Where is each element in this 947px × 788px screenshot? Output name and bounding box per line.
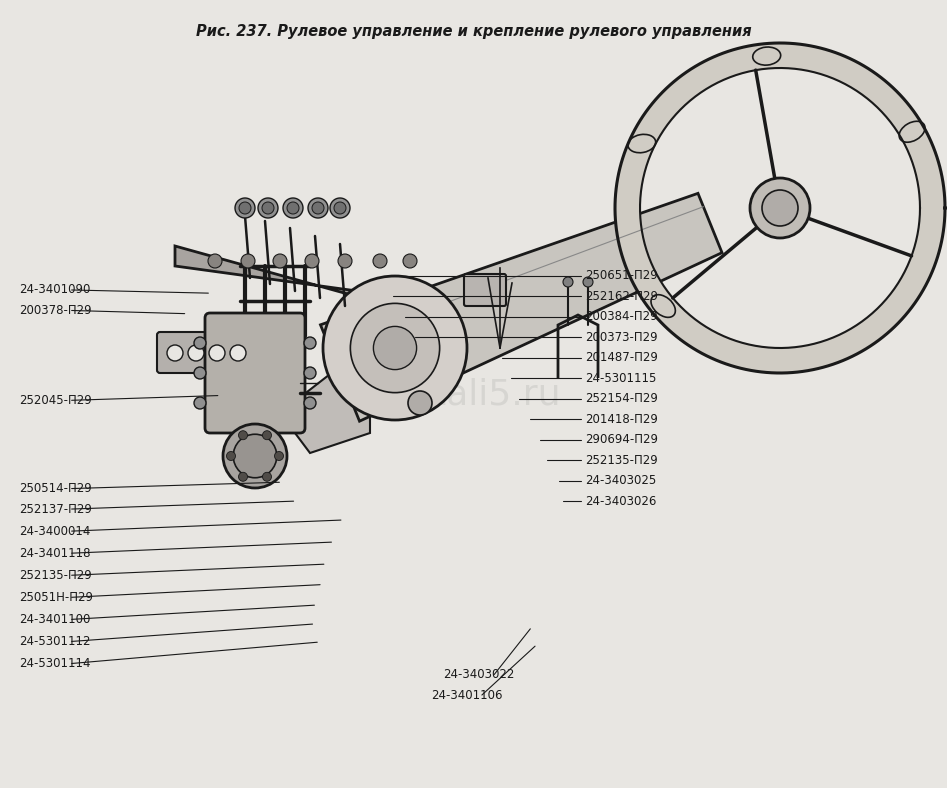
Circle shape (563, 277, 573, 287)
Circle shape (373, 326, 417, 370)
Circle shape (239, 202, 251, 214)
Circle shape (304, 337, 316, 349)
Circle shape (167, 345, 183, 361)
Circle shape (304, 367, 316, 379)
Circle shape (312, 202, 324, 214)
Text: 200378-П29: 200378-П29 (19, 304, 92, 317)
Text: 24-3403026: 24-3403026 (585, 495, 656, 507)
Circle shape (308, 198, 328, 218)
Circle shape (305, 254, 319, 268)
Text: 24-3403022: 24-3403022 (443, 668, 514, 681)
Circle shape (283, 198, 303, 218)
Polygon shape (175, 246, 445, 321)
Polygon shape (280, 343, 370, 453)
Circle shape (258, 198, 278, 218)
Text: 24-5301114: 24-5301114 (19, 657, 91, 670)
Text: 24-3401118: 24-3401118 (19, 547, 91, 559)
Circle shape (235, 198, 255, 218)
Circle shape (350, 303, 439, 392)
Circle shape (262, 472, 272, 481)
Circle shape (209, 345, 225, 361)
Text: 24-3401090: 24-3401090 (19, 284, 90, 296)
Text: 201418-П29: 201418-П29 (585, 413, 658, 426)
Text: 252162-П29: 252162-П29 (585, 290, 658, 303)
Circle shape (233, 434, 277, 478)
Circle shape (583, 277, 593, 287)
Text: 290694-П29: 290694-П29 (585, 433, 658, 446)
Circle shape (750, 178, 810, 238)
Text: 24-3401106: 24-3401106 (431, 689, 503, 701)
FancyBboxPatch shape (205, 313, 305, 433)
Polygon shape (320, 193, 722, 422)
FancyBboxPatch shape (464, 274, 506, 306)
Text: 24-5301112: 24-5301112 (19, 635, 91, 648)
Circle shape (330, 198, 350, 218)
Circle shape (239, 431, 247, 440)
Polygon shape (615, 43, 945, 373)
Circle shape (194, 337, 206, 349)
Text: 250514-П29: 250514-П29 (19, 482, 92, 495)
Circle shape (338, 254, 352, 268)
Text: 250651-П29: 250651-П29 (585, 269, 658, 282)
Circle shape (239, 472, 247, 481)
Circle shape (194, 397, 206, 409)
Text: 24-3401100: 24-3401100 (19, 613, 90, 626)
Circle shape (762, 190, 798, 226)
Text: 25051Н-П29: 25051Н-П29 (19, 591, 93, 604)
Circle shape (323, 276, 467, 420)
Text: Рис. 237. Рулевое управление и крепление рулевого управления: Рис. 237. Рулевое управление и крепление… (196, 24, 751, 39)
FancyBboxPatch shape (157, 332, 253, 373)
Circle shape (304, 397, 316, 409)
Circle shape (262, 431, 272, 440)
Circle shape (226, 452, 236, 460)
Text: 200373-П29: 200373-П29 (585, 331, 658, 344)
Circle shape (373, 254, 387, 268)
Circle shape (273, 254, 287, 268)
Circle shape (408, 391, 432, 415)
Text: detali5.ru: detali5.ru (386, 377, 561, 411)
Circle shape (223, 424, 287, 488)
Circle shape (403, 254, 417, 268)
Text: 252135-П29: 252135-П29 (585, 454, 658, 466)
Circle shape (208, 254, 222, 268)
Circle shape (351, 305, 438, 391)
Text: 201487-П29: 201487-П29 (585, 351, 658, 364)
Circle shape (262, 202, 274, 214)
Circle shape (230, 345, 246, 361)
Text: 252137-П29: 252137-П29 (19, 503, 92, 515)
Text: 24-3400014: 24-3400014 (19, 525, 90, 537)
Circle shape (241, 254, 255, 268)
Circle shape (194, 367, 206, 379)
Circle shape (188, 345, 204, 361)
Circle shape (334, 202, 346, 214)
Text: 24-5301115: 24-5301115 (585, 372, 656, 385)
Text: 252135-П29: 252135-П29 (19, 569, 92, 582)
Text: 252045-П29: 252045-П29 (19, 394, 92, 407)
Circle shape (275, 452, 283, 460)
Text: 200384-П29: 200384-П29 (585, 310, 658, 323)
Text: 252154-П29: 252154-П29 (585, 392, 658, 405)
Text: 24-3403025: 24-3403025 (585, 474, 656, 487)
Circle shape (287, 202, 299, 214)
